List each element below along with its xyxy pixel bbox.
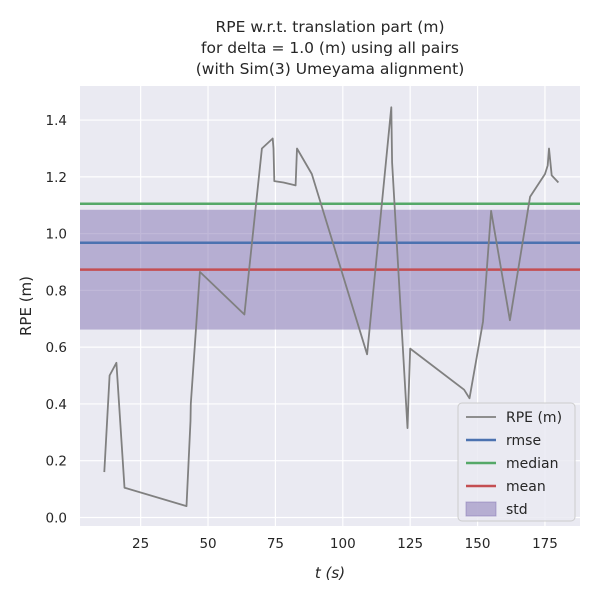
legend-label: rmse bbox=[506, 433, 541, 449]
legend-label: RPE (m) bbox=[506, 410, 562, 426]
legend-box bbox=[457, 402, 576, 522]
chart-title: RPE w.r.t. translation part (m) for delt… bbox=[196, 18, 465, 78]
x-tick-label: 25 bbox=[132, 536, 149, 552]
title-line-2: for delta = 1.0 (m) using all pairs bbox=[201, 39, 459, 57]
x-tick-label: 150 bbox=[465, 536, 491, 552]
series-layer bbox=[103, 106, 560, 508]
y-tick-label: 0.6 bbox=[46, 340, 67, 356]
legend-label: mean bbox=[506, 479, 546, 495]
rpe-series-line bbox=[103, 106, 560, 508]
title-line-3: (with Sim(3) Umeyama alignment) bbox=[196, 60, 465, 78]
legend-label: std bbox=[506, 502, 528, 518]
x-tick-label: 100 bbox=[330, 536, 356, 552]
legend-label: median bbox=[506, 456, 558, 472]
x-tick-label: 175 bbox=[532, 536, 558, 552]
y-tick-label: 1.0 bbox=[46, 227, 67, 243]
title-line-1: RPE w.r.t. translation part (m) bbox=[215, 18, 444, 36]
y-tick-label: 1.2 bbox=[46, 170, 67, 186]
y-tick-labels: 0.0 0.2 0.4 0.6 0.8 1.0 1.2 1.4 bbox=[46, 113, 67, 526]
legend: RPE (m) rmse median mean std bbox=[457, 402, 576, 522]
legend-swatch bbox=[465, 501, 497, 517]
x-tick-label: 125 bbox=[397, 536, 423, 552]
y-axis-label: RPE (m) bbox=[17, 276, 35, 336]
x-tick-labels: 25 50 75 100 125 150 175 bbox=[132, 536, 558, 552]
x-tick-label: 75 bbox=[267, 536, 284, 552]
x-axis-label: t (s) bbox=[315, 564, 345, 582]
y-tick-label: 0.0 bbox=[46, 510, 67, 526]
y-tick-label: 0.8 bbox=[46, 283, 67, 299]
y-tick-label: 0.2 bbox=[46, 454, 67, 470]
y-tick-label: 1.4 bbox=[46, 113, 67, 129]
y-tick-label: 0.4 bbox=[46, 397, 67, 413]
x-tick-label: 50 bbox=[199, 536, 216, 552]
